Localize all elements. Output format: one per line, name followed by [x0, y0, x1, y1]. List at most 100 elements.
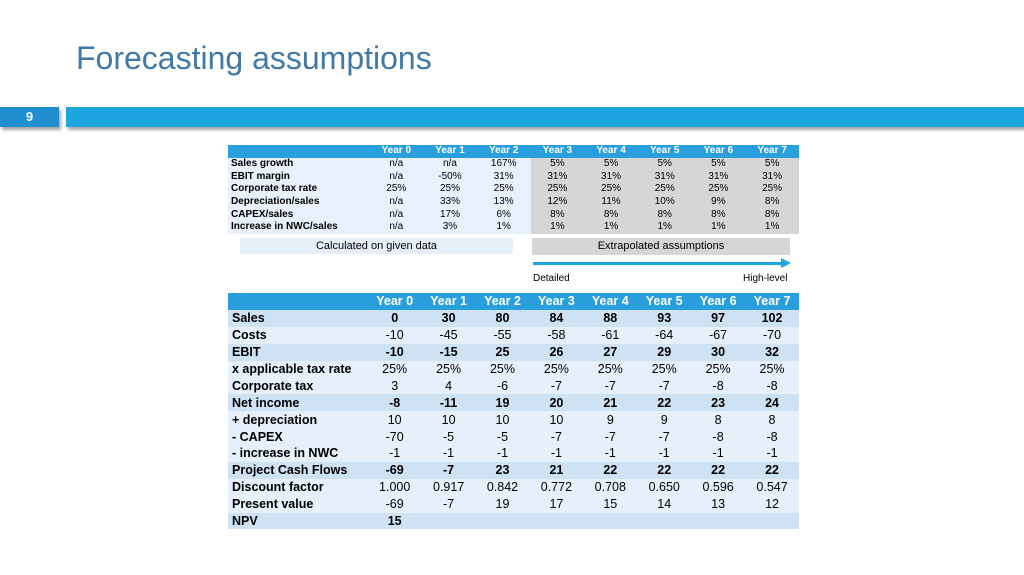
slide-title: Forecasting assumptions [76, 40, 432, 76]
assumptions-row: Corporate tax rate 25% 25% 25% 25% 25% 25% 25% 2… [228, 183, 799, 196]
assumptions-cell: n/a [369, 195, 424, 209]
assumptions-header-cell: Year 5 [637, 145, 692, 158]
assumptions-cell: 5% [637, 157, 692, 171]
cash-flow-cell: 3 [391, 378, 399, 393]
cash-flow-cell: -7 [658, 429, 670, 444]
cash-flow-cell: 25% [436, 362, 462, 376]
assumptions-cell: 8% [745, 208, 799, 222]
cash-flow-cell: 17 [549, 497, 564, 512]
cash-flow-cell [529, 513, 583, 530]
cash-flow-cell: -7 [604, 429, 616, 444]
cash-flow-row-label: Discount factor [232, 480, 324, 495]
cash-flow-cell: -1 [604, 446, 616, 461]
cash-flow-row: - increase in NWC -1 -1 -1 -1 -1 -1 -1 -1 [228, 445, 799, 462]
cash-flow-header-cell: Year 2 [475, 293, 530, 310]
assumptions-cell: 167% [476, 157, 531, 171]
cash-flow-row: Sales 0 30 80 84 88 93 97 102 [228, 309, 799, 327]
cash-flow-cell: -45 [439, 328, 458, 343]
cash-flow-cell: -1 [389, 446, 401, 461]
cash-flow-header-cell: Year 4 [583, 293, 638, 310]
cash-flow-cell: 22 [657, 463, 672, 478]
cash-flow-row-label: Present value [232, 497, 314, 512]
cash-flow-row: - CAPEX -70 -5 -5 -7 -7 -7 -8 -8 [228, 428, 799, 446]
cash-flow-header-cell: Year 5 [637, 293, 692, 310]
cash-flow-cell: -55 [493, 328, 512, 343]
cash-flow-cell: -7 [443, 463, 455, 478]
cash-flow-cell: -8 [712, 378, 724, 393]
assumptions-cell: n/a [369, 157, 424, 171]
assumptions-cell: 31% [584, 170, 638, 184]
assumptions-cell: -50% [423, 170, 477, 184]
cash-flow-row-label: Corporate tax [232, 378, 314, 393]
cash-flow-header-cell: Year 7 [745, 293, 799, 310]
cash-flow-cell: 21 [549, 463, 564, 478]
assumptions-cell: 25% [691, 183, 746, 196]
cash-flow-cell: -1 [712, 446, 724, 461]
assumptions-cell: 5% [745, 157, 799, 171]
cash-flow-cell: 10 [549, 412, 564, 427]
cash-flow-row: NPV 15 [228, 512, 799, 530]
cash-flow-header-row: Year 0 Year 1 Year 2 Year 3 Year 4 Year … [228, 293, 799, 310]
assumptions-row: Increase in NWC/sales n/a 3% 1% 1% 1% 1% 1% 1% [228, 221, 799, 234]
cash-flow-row-label: Net income [232, 395, 300, 410]
extrapolated-label-box: Extrapolated assumptions [532, 238, 790, 255]
cash-flow-row-label: EBIT [232, 345, 261, 360]
cash-flow-cell: 12 [765, 497, 779, 512]
assumptions-cell: 1% [691, 221, 746, 234]
assumptions-header-cell: Year 4 [584, 145, 638, 158]
cash-flow-row: Present value -69 -7 19 17 15 14 13 12 [228, 495, 799, 513]
cash-flow-cell: -67 [709, 328, 728, 343]
cash-flow-cell: 0.547 [756, 480, 788, 495]
assumptions-cell: 5% [584, 157, 638, 171]
assumptions-row-label: CAPEX/sales [228, 208, 370, 222]
assumptions-cell: 1% [584, 221, 638, 234]
cash-flow-cell: -1 [766, 446, 778, 461]
cash-flow-cell [637, 513, 691, 530]
cash-flow-cell: -1 [496, 446, 509, 461]
cash-flow-cell: 10 [495, 412, 510, 427]
cash-flow-header-cell: Year 0 [367, 293, 422, 310]
assumptions-cell: 33% [423, 195, 477, 209]
cash-flow-row: + depreciation 10 10 10 10 9 9 8 8 [228, 411, 799, 429]
detailed-label: Detailed [533, 273, 570, 284]
assumptions-cell: 8% [584, 208, 638, 222]
cash-flow-cell: -11 [439, 395, 458, 410]
assumptions-table: Year 0 Year 1 Year 2 Year 3 Year 4 Year … [228, 145, 799, 234]
calculated-label-box: Calculated on given data [240, 238, 513, 254]
cash-flow-cell: 25% [759, 362, 785, 376]
cash-flow-cell: 10 [441, 412, 456, 427]
assumptions-row: CAPEX/sales n/a 17% 6% 8% 8% 8% 8% 8% [228, 208, 799, 222]
assumptions-cell: 1% [530, 221, 585, 234]
cash-flow-cell: 23 [495, 463, 510, 478]
cash-flow-corner-cell [228, 293, 368, 310]
assumptions-header-cell: Year 2 [476, 145, 531, 158]
assumptions-header-cell: Year 1 [423, 145, 477, 158]
cash-flow-cell: 25% [489, 362, 515, 376]
cash-flow-table: Year 0 Year 1 Year 2 Year 3 Year 4 Year … [228, 293, 799, 530]
cash-flow-cell: -1 [658, 446, 670, 461]
assumptions-cell: 31% [745, 170, 799, 184]
cash-flow-cell: 30 [441, 311, 456, 326]
cash-flow-cell: 0 [391, 311, 399, 326]
assumptions-cell: n/a [369, 208, 424, 222]
cash-flow-cell: -10 [385, 328, 404, 343]
cash-flow-cell: -64 [655, 328, 674, 343]
assumptions-cell: 25% [637, 183, 692, 196]
cash-flow-cell: 102 [761, 311, 783, 326]
cash-flow-cell: 24 [765, 395, 779, 410]
assumptions-cell: 8% [530, 208, 585, 222]
cash-flow-row: EBIT -10 -15 25 26 27 29 30 32 [228, 343, 799, 361]
cash-flow-header-cell: Year 6 [691, 293, 746, 310]
assumptions-cell: 5% [691, 157, 746, 171]
cash-flow-cell: 0.917 [432, 480, 465, 495]
cash-flow-row-label: - increase in NWC [232, 446, 339, 461]
assumptions-cell: 25% [530, 183, 585, 196]
cash-flow-cell: 23 [711, 395, 726, 410]
cash-flow-cell: 25% [382, 362, 408, 376]
cash-flow-cell: 20 [549, 395, 564, 410]
assumptions-cell: 25% [369, 183, 424, 196]
assumptions-row-label: Sales growth [228, 157, 370, 171]
page-number-badge: 9 [0, 107, 59, 127]
assumptions-cell: 25% [476, 183, 531, 196]
cash-flow-cell: 4 [445, 378, 453, 393]
